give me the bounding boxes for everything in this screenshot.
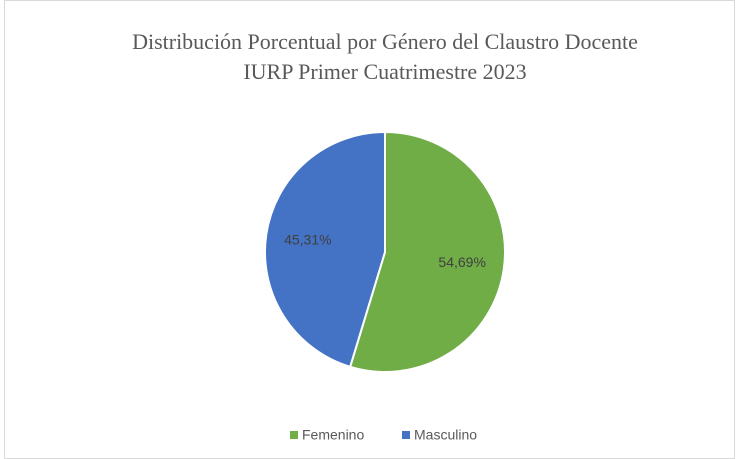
chart-title: Distribución Porcentual por Género del C… <box>132 29 638 54</box>
legend-label: Femenino <box>302 427 364 443</box>
legend-swatch <box>290 431 298 439</box>
legend-label: Masculino <box>414 427 477 443</box>
pie-slice <box>264 130 386 369</box>
chart-title: IURP Primer Cuatrimestre 2023 <box>243 59 526 84</box>
legend-swatch <box>402 431 410 439</box>
pie-slice <box>348 130 507 373</box>
data-label: 54,69% <box>438 254 485 270</box>
data-label: 45,31% <box>284 231 331 247</box>
